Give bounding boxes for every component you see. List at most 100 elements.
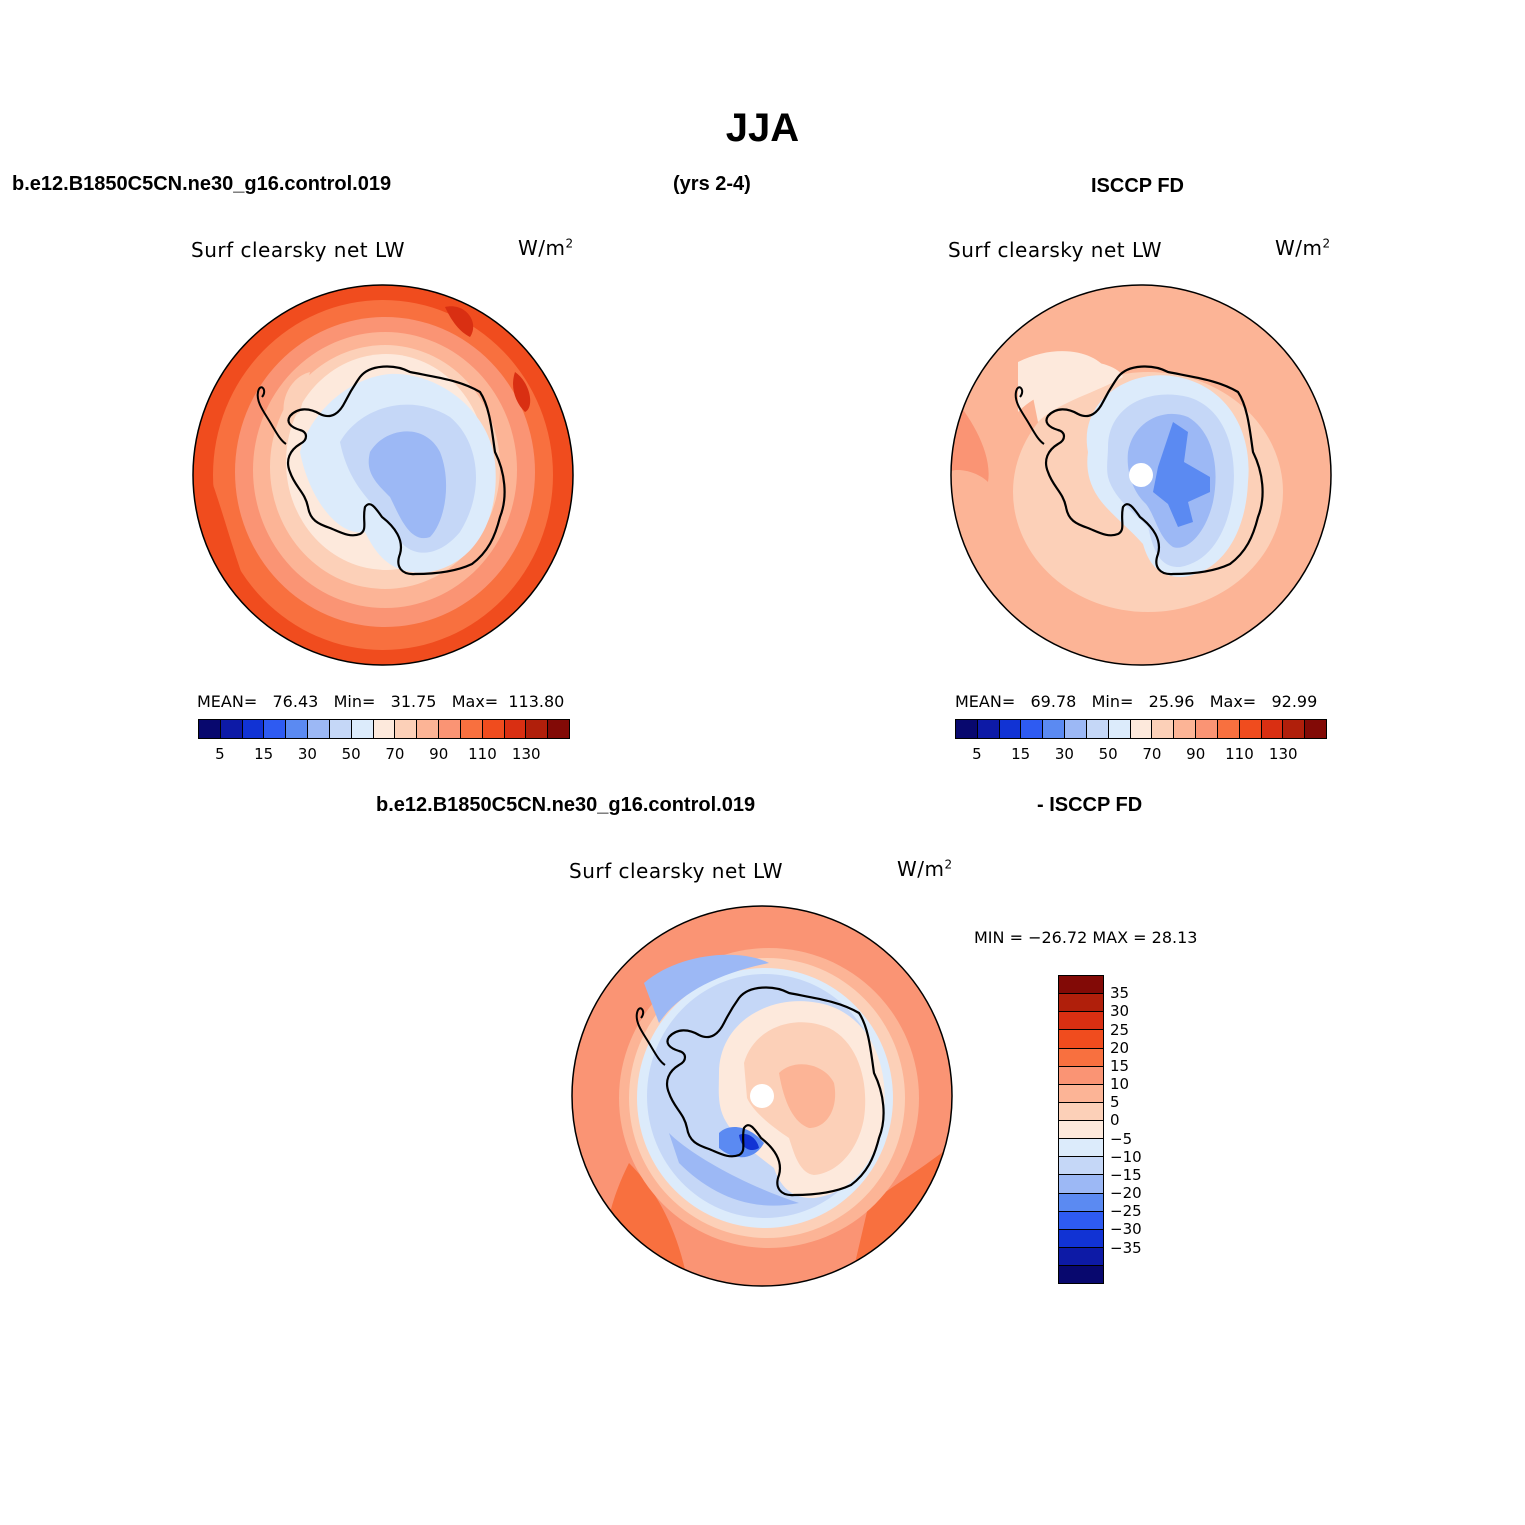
case-name-header: b.e12.B1850C5CN.ne30_g16.control.019 bbox=[12, 173, 392, 195]
colorbar-swatch bbox=[1059, 1012, 1103, 1031]
obs-stats: MEAN= 69.78 Min= 25.96 Max= 92.99 bbox=[955, 692, 1317, 711]
obs-name-header: ISCCP FD bbox=[1091, 175, 1184, 197]
colorbar-tick-label: −5 bbox=[1110, 1129, 1133, 1148]
colorbar-swatch bbox=[482, 720, 505, 738]
colorbar-tick-label: −20 bbox=[1110, 1184, 1142, 1203]
colorbar-swatch bbox=[1108, 720, 1131, 738]
diff-panel-title: Surf clearsky net LW bbox=[569, 859, 784, 883]
colorbar-tick-label: 25 bbox=[1110, 1020, 1130, 1039]
colorbar-swatch bbox=[351, 720, 374, 738]
colorbar-tick-label: 15 bbox=[1110, 1056, 1130, 1075]
model-max-value: 113.80 bbox=[508, 692, 565, 711]
obs-mean-value: 69.78 bbox=[1030, 692, 1077, 711]
model-colorbar bbox=[198, 719, 570, 739]
model-polar-map bbox=[192, 284, 574, 666]
model-stats: MEAN= 76.43 Min= 31.75 Max= 113.80 bbox=[197, 692, 564, 711]
colorbar-swatch bbox=[1059, 976, 1103, 995]
colorbar-swatch bbox=[1059, 1121, 1103, 1140]
obs-min-label: Min= bbox=[1091, 692, 1134, 711]
colorbar-swatch bbox=[460, 720, 483, 738]
colorbar-swatch bbox=[1059, 1266, 1103, 1284]
model-min-value: 31.75 bbox=[390, 692, 437, 711]
colorbar-swatch bbox=[1059, 1193, 1103, 1212]
model-panel-unit: W/m2 bbox=[518, 236, 574, 260]
colorbar-swatch bbox=[1065, 720, 1087, 738]
obs-max-label: Max= bbox=[1209, 692, 1257, 711]
colorbar-tick-label: 130 bbox=[1268, 745, 1298, 763]
colorbar-swatch bbox=[329, 720, 352, 738]
obs-colorbar bbox=[955, 719, 1327, 739]
colorbar-tick-label: −25 bbox=[1110, 1202, 1142, 1221]
colorbar-swatch bbox=[1261, 720, 1284, 738]
colorbar-swatch bbox=[1196, 720, 1218, 738]
colorbar-swatch bbox=[526, 720, 549, 738]
colorbar-tick-label: −30 bbox=[1110, 1220, 1142, 1239]
colorbar-swatch bbox=[1021, 720, 1044, 738]
main-title: JJA bbox=[725, 106, 800, 150]
colorbar-swatch bbox=[1059, 1211, 1103, 1230]
colorbar-tick-label: 0 bbox=[1110, 1111, 1120, 1130]
colorbar-swatch bbox=[1059, 1175, 1103, 1194]
colorbar-swatch bbox=[1217, 720, 1240, 738]
colorbar-swatch bbox=[395, 720, 418, 738]
colorbar-tick-label: 30 bbox=[297, 745, 317, 763]
colorbar-tick-label: −35 bbox=[1110, 1238, 1142, 1257]
colorbar-swatch bbox=[1130, 720, 1153, 738]
obs-panel-title: Surf clearsky net LW bbox=[948, 238, 1163, 262]
colorbar-tick-label: −10 bbox=[1110, 1147, 1142, 1166]
colorbar-tick-label: 110 bbox=[468, 745, 497, 763]
colorbar-tick-label: −15 bbox=[1110, 1165, 1142, 1184]
colorbar-swatch bbox=[977, 720, 1000, 738]
colorbar-tick-label: 130 bbox=[511, 745, 541, 763]
colorbar-swatch bbox=[1059, 1030, 1103, 1049]
diff-case-header: b.e12.B1850C5CN.ne30_g16.control.019 bbox=[376, 794, 756, 816]
colorbar-swatch bbox=[1239, 720, 1262, 738]
model-mean-value: 76.43 bbox=[272, 692, 319, 711]
colorbar-swatch bbox=[439, 720, 461, 738]
colorbar-swatch bbox=[1059, 1102, 1103, 1121]
colorbar-swatch bbox=[308, 720, 330, 738]
colorbar-swatch bbox=[1059, 1048, 1103, 1067]
colorbar-swatch bbox=[286, 720, 309, 738]
colorbar-tick-label: 70 bbox=[1142, 745, 1162, 763]
colorbar-swatch bbox=[1059, 1157, 1103, 1176]
colorbar-swatch bbox=[1152, 720, 1175, 738]
colorbar-swatch bbox=[264, 720, 287, 738]
colorbar-swatch bbox=[242, 720, 265, 738]
colorbar-tick-label: 5 bbox=[972, 745, 982, 763]
model-panel-title: Surf clearsky net LW bbox=[191, 238, 406, 262]
colorbar-tick-label: 70 bbox=[385, 745, 405, 763]
colorbar-tick-label: 90 bbox=[1186, 745, 1206, 763]
colorbar-tick-label: 15 bbox=[254, 745, 274, 763]
colorbar-swatch bbox=[199, 720, 221, 738]
colorbar-swatch bbox=[956, 720, 978, 738]
obs-polar-map bbox=[950, 284, 1332, 666]
colorbar-tick-label: 5 bbox=[1110, 1093, 1120, 1112]
colorbar-swatch bbox=[373, 720, 396, 738]
colorbar-swatch bbox=[999, 720, 1022, 738]
colorbar-swatch bbox=[1059, 994, 1103, 1013]
colorbar-tick-label: 15 bbox=[1011, 745, 1031, 763]
diff-minmax: MIN = −26.72 MAX = 28.13 bbox=[974, 928, 1198, 947]
obs-mean-label: MEAN= bbox=[955, 692, 1016, 711]
colorbar-tick-label: 5 bbox=[215, 745, 225, 763]
colorbar-tick-label: 90 bbox=[429, 745, 449, 763]
colorbar-swatch bbox=[417, 720, 440, 738]
colorbar-swatch bbox=[1305, 720, 1327, 738]
colorbar-swatch bbox=[220, 720, 243, 738]
colorbar-tick-label: 30 bbox=[1110, 1002, 1130, 1021]
colorbar-swatch bbox=[1174, 720, 1197, 738]
diff-panel-unit: W/m2 bbox=[897, 857, 953, 881]
model-mean-label: MEAN= bbox=[197, 692, 258, 711]
model-min-label: Min= bbox=[333, 692, 376, 711]
colorbar-swatch bbox=[1059, 1229, 1103, 1248]
colorbar-tick-label: 50 bbox=[1098, 745, 1118, 763]
diff-obs-header: - ISCCP FD bbox=[1037, 794, 1143, 816]
diff-polar-map bbox=[571, 905, 953, 1287]
colorbar-tick-label: 10 bbox=[1110, 1075, 1130, 1094]
colorbar-swatch bbox=[1059, 1139, 1103, 1158]
colorbar-swatch bbox=[1059, 1084, 1103, 1103]
colorbar-swatch bbox=[504, 720, 527, 738]
colorbar-swatch bbox=[1059, 1066, 1103, 1085]
colorbar-tick-label: 30 bbox=[1054, 745, 1074, 763]
